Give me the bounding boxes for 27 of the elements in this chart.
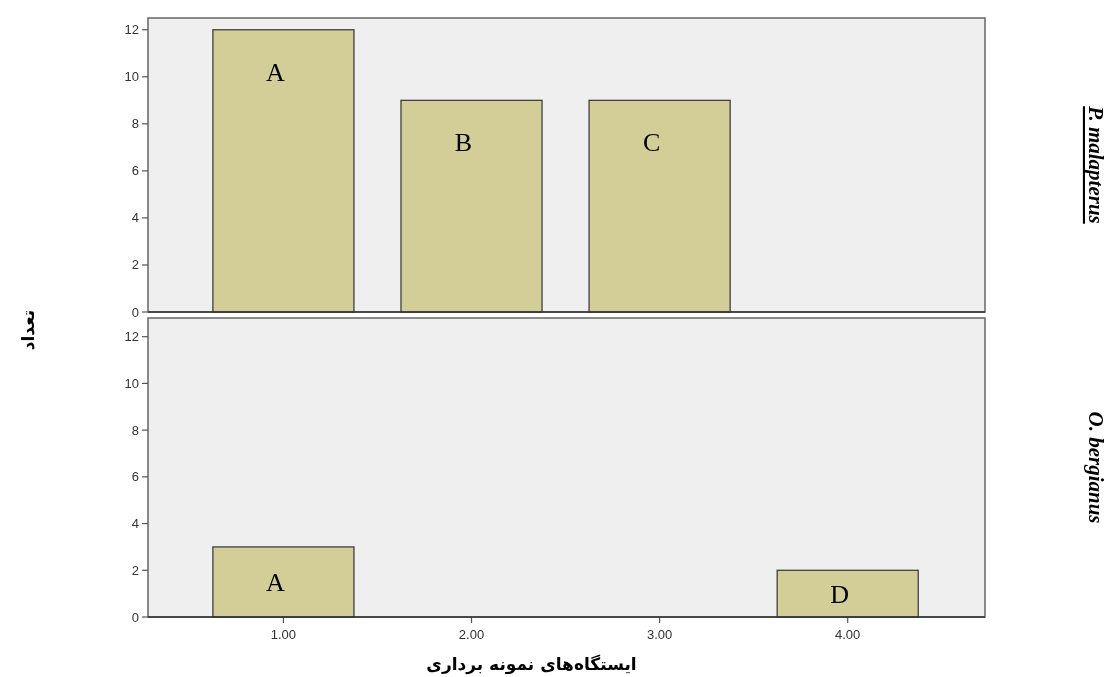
x-tick-label: 2.00 [458,627,485,642]
y-tick-label: 0 [131,304,139,320]
y-tick-label: 4 [131,210,139,226]
y-axis-title: تعداد [18,309,38,351]
annotation: B [454,128,473,158]
x-tick-label: 4.00 [835,627,861,642]
y-tick-label: 12 [124,329,139,345]
y2-axis-title: P. malapterus [1084,105,1108,224]
y-tick-label: 2 [131,257,139,273]
y2-axis-title: O. bergianus [1084,411,1108,524]
annotation: D [830,579,850,609]
annotation: A [266,57,286,87]
y-tick-label: 8 [131,422,139,438]
y-tick-label: 6 [131,163,139,179]
y-tick-label: 8 [131,116,139,132]
annotation: A [266,567,286,597]
y-tick-label: 0 [131,609,139,625]
y-tick-label: 10 [124,69,139,85]
y-tick-label: 4 [131,516,139,532]
x-tick-label: 1.00 [270,627,297,642]
x-axis-title: ایستگاه‌های نمونه برداری [426,654,637,675]
y-tick-label: 12 [124,22,139,38]
y-tick-label: 10 [124,375,139,391]
y-tick-label: 6 [131,469,139,485]
annotation: C [642,128,661,158]
y-tick-label: 2 [131,562,139,578]
x-tick-label: 3.00 [646,627,673,642]
